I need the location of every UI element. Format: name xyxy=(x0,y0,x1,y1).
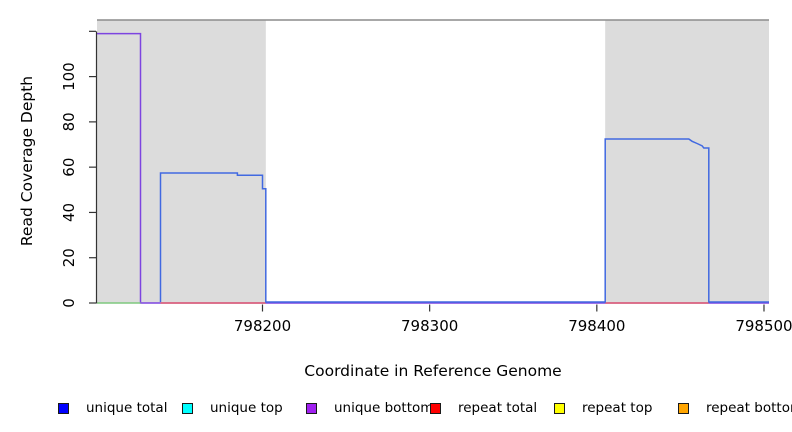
x-axis-title: Coordinate in Reference Genome xyxy=(304,362,562,380)
legend-item-unique-top: unique top xyxy=(182,400,283,416)
legend-item-unique-total: unique total xyxy=(58,400,167,416)
y-tick-label-40: 40 xyxy=(60,203,78,222)
legend-item-repeat-total: repeat total xyxy=(430,400,537,416)
x-tick-label-798400: 798400 xyxy=(568,317,625,335)
legend-swatch-repeat-top xyxy=(554,402,565,414)
y-tick-label-100: 100 xyxy=(60,62,78,91)
y-tick-label-60: 60 xyxy=(60,158,78,177)
legend-swatch-unique-total xyxy=(58,402,69,414)
series-unique-bottom xyxy=(97,32,769,304)
repeat-region-left xyxy=(97,20,266,304)
legend: unique total unique top unique bottom repea… xyxy=(0,400,792,418)
y-tick-label-20: 20 xyxy=(60,248,78,267)
legend-swatch-repeat-bottom xyxy=(678,402,689,414)
legend-label: repeat bottom xyxy=(706,400,792,416)
y-tick-label-80: 80 xyxy=(60,112,78,131)
legend-item-repeat-bottom: repeat bottom xyxy=(678,400,792,416)
legend-label: unique bottom xyxy=(334,400,434,416)
coverage-plot-canvas: 0 20 40 60 80 100 798200 798300 798400 798500 xyxy=(60,19,792,335)
y-axis-title: Read Coverage Depth xyxy=(18,75,36,247)
y-tick-label-0: 0 xyxy=(60,298,78,308)
legend-label: repeat top xyxy=(582,400,653,416)
legend-label: unique total xyxy=(86,400,168,416)
x-tick-label-798500: 798500 xyxy=(735,317,792,335)
legend-swatch-unique-bottom xyxy=(306,402,317,414)
legend-swatch-unique-top xyxy=(182,402,193,414)
x-tick-label-798300: 798300 xyxy=(401,317,458,335)
legend-item-repeat-top: repeat top xyxy=(554,400,652,416)
repeat-region-right xyxy=(605,20,769,304)
series-unique-total xyxy=(159,138,769,303)
legend-label: repeat total xyxy=(458,400,538,416)
legend-label: unique top xyxy=(210,400,283,416)
legend-swatch-repeat-total xyxy=(430,402,441,414)
legend-item-unique-bottom: unique bottom xyxy=(306,400,433,416)
x-tick-label-798200: 798200 xyxy=(234,317,291,335)
